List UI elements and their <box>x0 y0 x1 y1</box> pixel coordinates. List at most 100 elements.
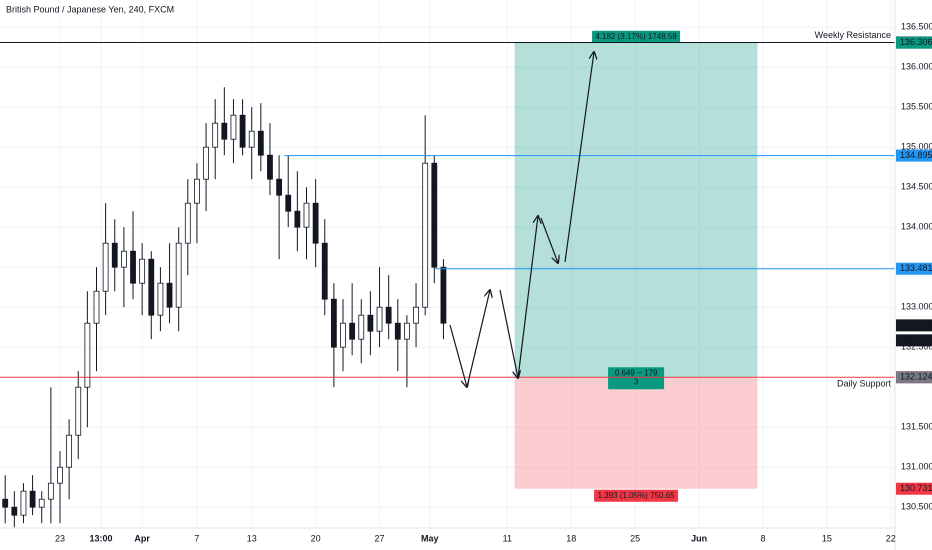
price-tag <box>896 319 932 332</box>
candle-body <box>267 154 273 180</box>
candle-body <box>139 258 146 284</box>
y-tick-label: 135.000 <box>901 142 932 152</box>
candle-body <box>367 314 374 332</box>
price-tag-label: 132.124 <box>900 372 932 382</box>
candle-body <box>239 114 246 148</box>
candle-body <box>11 506 18 516</box>
candle-body <box>257 130 264 156</box>
x-tick-label: Jun <box>691 533 707 543</box>
countdown: 00:17 <box>902 335 925 345</box>
candle-body <box>29 490 36 508</box>
candle-body <box>157 282 164 316</box>
candle-body <box>194 178 200 204</box>
x-tick-label: 13:00 <box>90 533 113 543</box>
candle-body <box>66 434 73 468</box>
y-tick-label: 134.500 <box>901 182 932 192</box>
candle-body <box>431 162 438 268</box>
center-label: 3 <box>634 377 639 386</box>
candle-body <box>57 466 63 484</box>
drawn-arrows <box>449 52 594 388</box>
level-name: Daily Support <box>837 379 892 389</box>
price-tag <box>896 482 932 495</box>
candle-body <box>75 386 82 436</box>
y-tick-label: 133.000 <box>901 302 932 312</box>
stop-label: 1.393 (1.05%) 750.65 <box>598 491 675 500</box>
arrow <box>499 289 518 378</box>
y-tick-label: 134.000 <box>901 222 932 232</box>
candle-body <box>376 306 383 332</box>
arrow <box>540 217 558 263</box>
y-tick-label: 136.000 <box>901 62 932 72</box>
level-name: Weekly Resistance <box>815 30 891 40</box>
candle-body <box>440 266 447 324</box>
price-tag-label: 134.895 <box>900 150 932 160</box>
price-tag <box>896 149 932 162</box>
x-tick-label: 22 <box>886 533 896 543</box>
countdown-bg <box>896 334 932 347</box>
candle-body <box>130 250 136 284</box>
stop-label-bg <box>594 489 679 502</box>
y-tick-label: 132.500 <box>901 342 932 352</box>
arrow <box>449 324 467 387</box>
candle-body <box>184 202 191 244</box>
candle-body <box>422 162 429 308</box>
candle-body <box>349 322 356 340</box>
x-tick-label: 7 <box>194 533 199 543</box>
candle-body <box>203 146 209 180</box>
candle-body <box>303 202 310 228</box>
price-tag-label: 130.731 <box>900 483 932 493</box>
candle-body <box>221 122 228 140</box>
x-tick-label: May <box>421 533 439 543</box>
candle-body <box>212 122 219 148</box>
x-tick-label: Apr <box>134 533 150 543</box>
candle-body <box>20 490 27 516</box>
x-tick-label: 18 <box>566 533 576 543</box>
chart-title: British Pound / Japanese Yen, 240, FXCM <box>6 4 174 14</box>
center-label-bg <box>608 367 665 390</box>
y-tick-label: 131.000 <box>901 462 932 472</box>
candle-body <box>312 202 319 244</box>
profit-zone <box>514 42 758 378</box>
center-label: 0.649 ~ 179 <box>615 368 658 377</box>
price-tag-label: 133.481 <box>900 263 932 273</box>
x-tick-label: 8 <box>760 533 765 543</box>
x-tick-label: 13 <box>247 533 257 543</box>
candle-body <box>285 194 292 212</box>
x-tick-label: 15 <box>822 533 832 543</box>
x-tick-label: 25 <box>630 533 640 543</box>
candle-body <box>175 242 182 308</box>
arrow <box>564 52 594 263</box>
x-tick-label: 11 <box>503 533 512 543</box>
target-label: 4.182 (3.17%) 1748.58 <box>595 32 677 41</box>
price-tag-label: 132.773 <box>900 320 932 330</box>
candle-body <box>404 322 410 340</box>
candle-body <box>413 306 419 324</box>
candle-body <box>294 210 301 228</box>
x-tick-label: 27 <box>375 533 385 543</box>
target-label-bg <box>592 30 681 43</box>
candle-body <box>38 498 45 508</box>
candle-body <box>340 322 346 348</box>
price-tag <box>896 36 932 49</box>
arrow <box>517 216 538 379</box>
candle-body <box>358 314 365 340</box>
candle-body <box>166 282 173 308</box>
candle-body <box>330 298 337 348</box>
x-tick-label: 23 <box>55 533 65 543</box>
candle-body <box>93 290 100 324</box>
price-tag <box>896 262 932 275</box>
candle-body <box>248 130 255 148</box>
candle-body <box>84 322 91 388</box>
candle-body <box>148 258 155 316</box>
loss-zone <box>514 377 758 489</box>
candle-body <box>47 482 54 500</box>
candle-body <box>120 250 127 268</box>
arrow <box>466 290 490 388</box>
candle-body <box>102 242 109 292</box>
price-tag-label: 136.306 <box>900 37 932 47</box>
candle-body <box>2 498 9 508</box>
y-tick-label: 131.500 <box>901 422 932 432</box>
